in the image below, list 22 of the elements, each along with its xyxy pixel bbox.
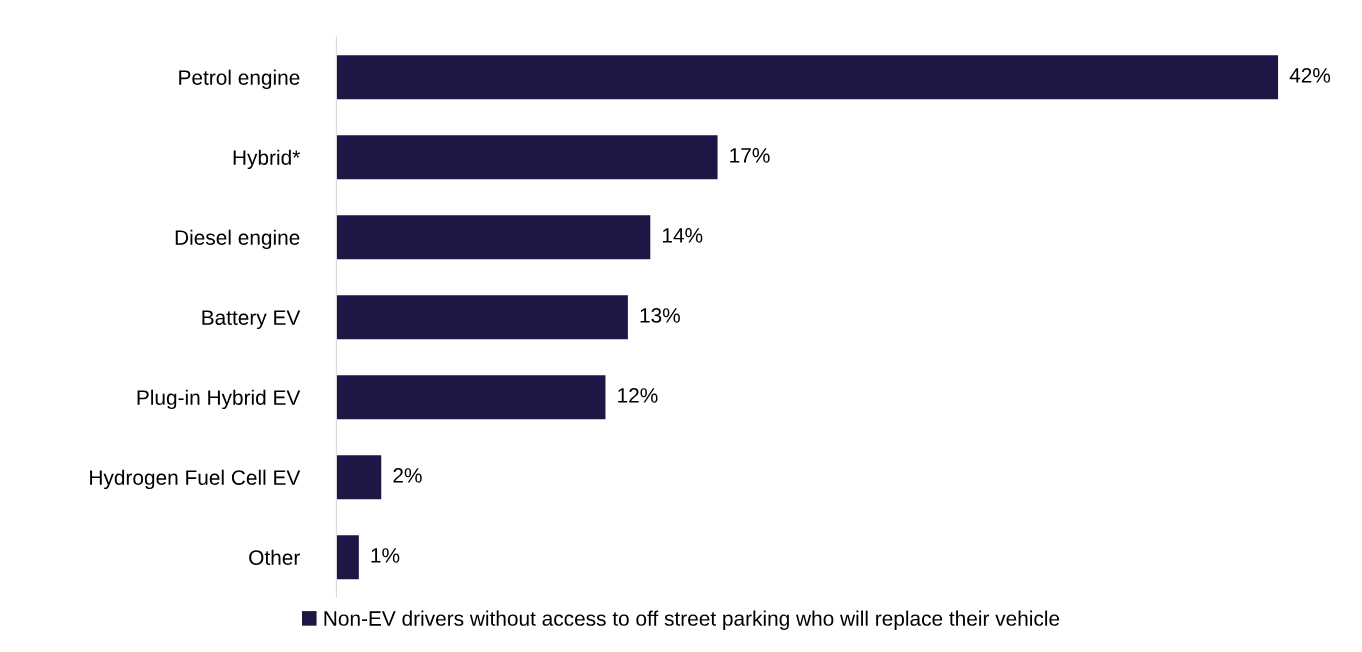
y-tick-label: Battery EV [202, 310, 301, 330]
bar [336, 295, 628, 340]
bar [336, 135, 718, 180]
bar [336, 55, 1279, 100]
y-tick-label: Hydrogen Fuel Cell EV [90, 469, 301, 490]
data-label: 14% [663, 228, 703, 243]
data-label: 2% [393, 468, 422, 483]
legend-label: Non-EV drivers without access to off street parking who will replace their vehicle [324, 610, 1060, 630]
y-tick-label: Diesel engine [175, 229, 300, 250]
data-label: 42% [1289, 68, 1331, 83]
bar [336, 215, 651, 260]
y-tick-label: Petrol engine [179, 69, 300, 90]
y-tick-label: Hybrid* [233, 149, 300, 170]
data-label: 12% [618, 388, 658, 403]
data-label: 13% [640, 308, 680, 323]
y-tick-label: Other [249, 549, 300, 565]
data-label: 17% [730, 148, 770, 163]
y-tick-label: Plug-in Hybrid EV [137, 389, 301, 410]
bar [336, 535, 359, 580]
bar [336, 375, 606, 420]
data-label: 1% [371, 548, 400, 563]
bar [336, 455, 382, 500]
